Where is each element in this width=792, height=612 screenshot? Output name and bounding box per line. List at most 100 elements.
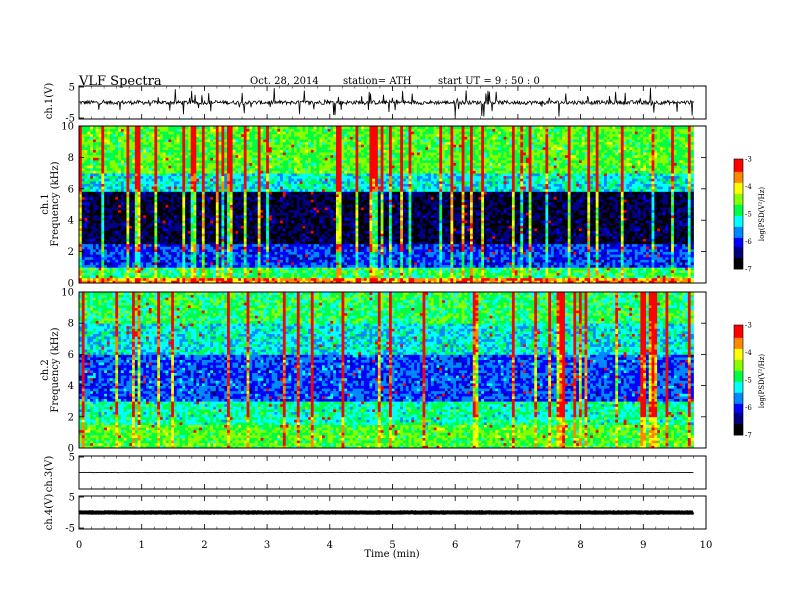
ch1-spec-cell	[240, 262, 245, 266]
ch1-spec-cell	[266, 152, 270, 156]
ch1-spec-cell	[148, 154, 153, 158]
ch1-spec-cell	[227, 131, 231, 135]
ch1-spec-cell	[104, 217, 108, 221]
ch1-spec-cell	[277, 230, 281, 234]
ch1-spec-cell	[291, 246, 295, 250]
ch1-spec-cell	[157, 251, 161, 255]
ch1-spec-cell	[95, 235, 99, 239]
ch1-spec-cell	[90, 262, 94, 266]
ch1-spec-cell	[109, 267, 113, 271]
ch1-spec-cell	[137, 201, 141, 205]
ch1-spec-cell	[104, 180, 108, 184]
ch1-spec-cell	[254, 170, 259, 174]
ch1-spec-cell	[199, 217, 203, 221]
ch1-spec-cell	[196, 241, 200, 245]
ch1-spec-cell	[274, 280, 278, 284]
ch1-spec-cell	[120, 280, 125, 284]
ch1-spec-cell	[129, 251, 133, 255]
ch1-spec-cell	[109, 228, 113, 232]
ch1-spec-cell	[157, 214, 161, 218]
ch1-spec-cell	[240, 222, 245, 226]
ch1-spec-cell	[101, 199, 105, 203]
ch1-spec-cell	[134, 254, 139, 258]
ch1-spec-cell	[257, 220, 261, 224]
ch1-spec-cell	[280, 230, 284, 234]
ch1-spec-cell	[271, 186, 275, 190]
ch1-spec-cell	[146, 222, 150, 226]
ch1-spec-cell	[271, 126, 275, 130]
ch1-spec-cell	[104, 162, 108, 166]
ch1-spec-cell	[268, 243, 273, 247]
ch1-spec-cell	[271, 277, 275, 281]
ch1-spec-cell	[168, 264, 172, 268]
ch1-spec-cell	[101, 217, 105, 221]
ch1-spec-cell	[221, 188, 225, 192]
ch1-spec-cell	[162, 233, 166, 237]
ch1-spec-cell	[254, 154, 259, 158]
ch1-spec-cell	[215, 275, 220, 279]
ch1-spec-cell	[207, 235, 211, 239]
ch1-spec-cell	[263, 180, 267, 184]
ch1-spec-cell	[215, 225, 220, 229]
ch1-spec-cell	[157, 178, 161, 182]
ch1-spec-cell	[227, 170, 231, 174]
ch1-spec-cell	[160, 131, 164, 135]
ch1-spec-cell	[115, 275, 119, 279]
ch1-spec-cell	[221, 267, 225, 271]
ch1-spec-cell	[179, 144, 183, 148]
ch1-spec-cell	[168, 267, 172, 271]
ch1-spec-cell	[90, 269, 94, 273]
ch1-spec-cell	[151, 212, 155, 216]
ch1-spec-cell	[196, 199, 200, 203]
ch1-spec-cell	[171, 238, 175, 242]
ch1-spec-cell	[201, 243, 206, 247]
ch1-spec-cell	[151, 144, 155, 148]
ch1-spec-cell	[104, 280, 108, 284]
ch1-spec-cell	[92, 196, 97, 200]
ch1-spec-cell	[193, 209, 197, 213]
ch1-spec-cell	[271, 220, 275, 224]
ch1-spec-cell	[143, 259, 147, 263]
ch1-spec-cell	[243, 180, 247, 184]
ch1-spec-cell	[92, 277, 97, 281]
ch1-spec-cell	[190, 217, 194, 221]
ch1-spec-cell	[154, 146, 158, 150]
ch1-spec-cell	[207, 139, 211, 143]
ch1-spec-cell	[115, 162, 119, 166]
ch1-spec-cell	[115, 246, 119, 250]
ch1-spec-cell	[79, 233, 83, 237]
ch1-spec-cell	[235, 204, 239, 208]
ch1-spec-cell	[165, 160, 169, 164]
ch1-spec-cell	[95, 162, 99, 166]
ch1-spec-cell	[282, 165, 287, 169]
ch1-spec-cell	[109, 170, 113, 174]
ch1-spec-cell	[238, 222, 242, 226]
ch1-spec-cell	[207, 167, 211, 171]
ch1-spec-cell	[118, 209, 122, 213]
ch1-spec-cell	[213, 152, 217, 156]
ch1-spec-cell	[243, 194, 247, 198]
ch1-spec-cell	[296, 136, 301, 140]
ch1-spec-cell	[294, 178, 298, 182]
ch1-spec-cell	[207, 183, 211, 187]
ch1-spec-cell	[268, 167, 273, 171]
ch1-spec-cell	[260, 139, 264, 143]
ch1-spec-cell	[280, 251, 284, 255]
ch1-spec-cell	[134, 217, 139, 221]
ch1-spec-cell	[132, 186, 136, 190]
ch1-spec-cell	[185, 212, 189, 216]
ch1-spec-cell	[154, 222, 158, 226]
ch1-spec-cell	[201, 180, 206, 184]
ch1-spec-cell	[243, 170, 247, 174]
ch1-spec-cell	[271, 149, 275, 153]
ch1-spec-cell	[190, 180, 194, 184]
ch1-spec-cell	[291, 212, 295, 216]
ch1-spec-cell	[240, 154, 245, 158]
ch1-spec-cell	[252, 220, 256, 224]
ch1-spec-cell	[221, 141, 225, 145]
ch1-spec-cell	[199, 222, 203, 226]
ch1-spec-cell	[132, 152, 136, 156]
ch1-spec-cell	[129, 154, 133, 158]
ch1-spec-cell	[213, 217, 217, 221]
ch1-spec-cell	[157, 139, 161, 143]
